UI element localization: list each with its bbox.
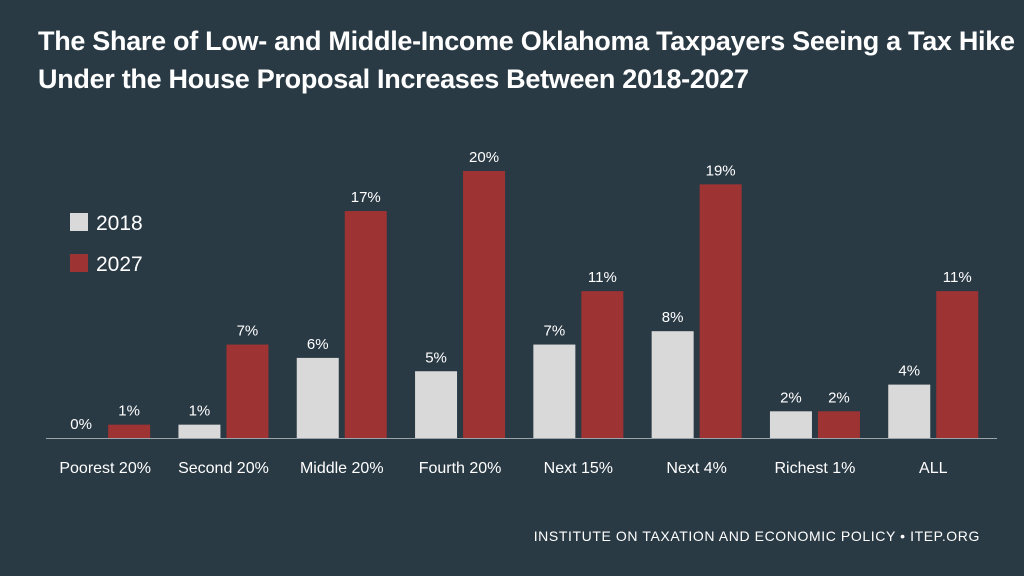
data-label-2027-6: 19% [706, 162, 736, 179]
data-label-2027-5: 11% [588, 269, 617, 286]
source-credit: INSTITUTE ON TAXATION AND ECONOMIC POLIC… [533, 528, 980, 544]
data-label-2018-3: 6% [307, 336, 329, 353]
data-label-2018-1: 0% [70, 416, 92, 433]
data-label-2018-8: 4% [898, 363, 920, 380]
x-tick-label-2: Second 20% [178, 460, 269, 477]
bar-2018-3 [296, 357, 339, 438]
data-label-2027-1: 1% [118, 403, 140, 420]
data-label-2018-5: 7% [544, 323, 566, 340]
bar-2027-2 [226, 344, 269, 438]
data-label-2018-7: 2% [780, 389, 802, 406]
data-label-2018-6: 8% [662, 309, 684, 326]
bar-2027-5 [581, 291, 624, 438]
bar-2018-7 [769, 411, 812, 438]
bar-2027-3 [344, 211, 387, 438]
chart-title-line-2: Under the House Proposal Increases Betwe… [38, 64, 749, 94]
x-tick-label-1: Poorest 20% [59, 460, 151, 477]
data-label-2027-2: 7% [237, 323, 259, 340]
bar-2018-8 [888, 384, 931, 438]
data-label-2027-7: 2% [828, 389, 850, 406]
legend-swatch-2027 [70, 254, 88, 272]
data-label-2027-3: 17% [351, 189, 381, 206]
bar-2018-6 [651, 331, 694, 438]
data-label-2027-8: 11% [943, 269, 972, 286]
bar-2018-4 [415, 371, 458, 438]
x-tick-label-8: ALL [919, 460, 948, 477]
x-tick-label-4: Fourth 20% [419, 460, 502, 477]
legend-swatch-2018 [70, 213, 88, 231]
bar-2027-7 [817, 411, 860, 438]
data-label-2018-2: 1% [189, 403, 211, 420]
x-tick-label-7: Richest 1% [774, 460, 855, 477]
legend-label-2018: 2018 [96, 212, 143, 235]
data-label-2018-4: 5% [425, 349, 447, 366]
bar-2027-1 [108, 424, 151, 438]
bar-2018-5 [533, 344, 576, 438]
bar-2018-2 [178, 424, 221, 438]
chart-title-line-1: The Share of Low- and Middle-Income Okla… [38, 26, 1015, 56]
chart-title: The Share of Low- and Middle-Income Okla… [38, 22, 1015, 98]
data-label-2027-4: 20% [469, 149, 499, 166]
bar-2027-6 [699, 184, 742, 438]
legend-label-2027: 2027 [96, 253, 143, 276]
x-tick-label-3: Middle 20% [300, 460, 384, 477]
x-tick-label-5: Next 15% [544, 460, 613, 477]
x-tick-label-6: Next 4% [666, 460, 726, 477]
bar-2027-4 [463, 171, 506, 438]
bar-2027-8 [936, 291, 979, 438]
